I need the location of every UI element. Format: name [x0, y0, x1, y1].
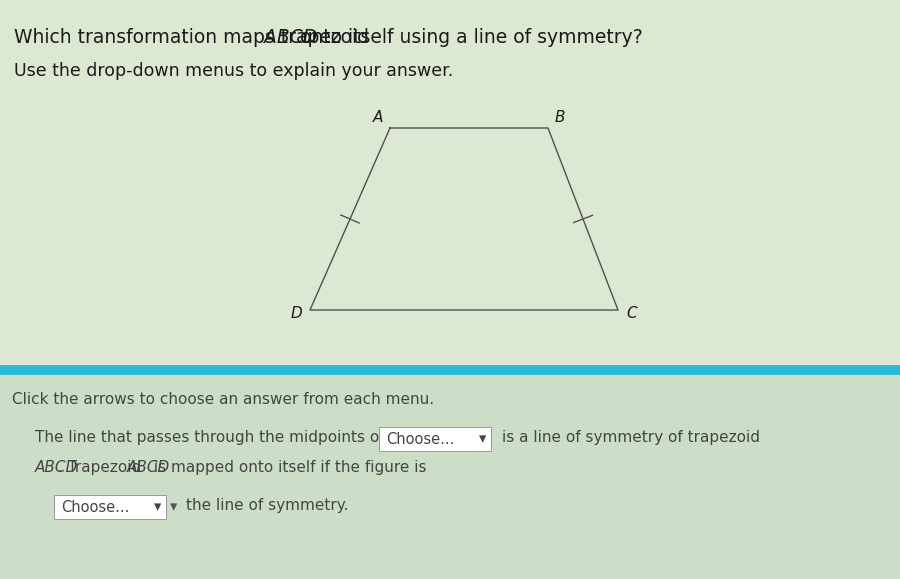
Text: ▾: ▾: [154, 500, 161, 515]
Text: D: D: [290, 306, 302, 321]
Text: Use the drop-down menus to explain your answer.: Use the drop-down menus to explain your …: [14, 62, 454, 80]
Text: Choose...: Choose...: [386, 431, 454, 446]
Text: A: A: [373, 111, 383, 126]
Text: ABCD: ABCD: [265, 28, 318, 47]
Text: Choose...: Choose...: [61, 500, 130, 515]
Text: ▾: ▾: [479, 431, 486, 446]
Text: the line of symmetry.: the line of symmetry.: [186, 498, 348, 513]
Text: is a line of symmetry of trapezoid: is a line of symmetry of trapezoid: [502, 430, 760, 445]
Text: ▾: ▾: [170, 500, 177, 515]
Text: Which transformation maps trapezoid: Which transformation maps trapezoid: [14, 28, 375, 47]
Text: The line that passes through the midpoints of: The line that passes through the midpoin…: [35, 430, 384, 445]
Text: . Trapezoid: . Trapezoid: [58, 460, 146, 475]
Text: ABCD: ABCD: [127, 460, 170, 475]
Text: onto itself using a line of symmetry?: onto itself using a line of symmetry?: [294, 28, 643, 47]
Text: ABCD: ABCD: [35, 460, 78, 475]
Text: is mapped onto itself if the figure is: is mapped onto itself if the figure is: [149, 460, 427, 475]
FancyBboxPatch shape: [379, 427, 491, 451]
Bar: [0, 370, 900, 579]
Bar: [0, 0, 900, 370]
Text: B: B: [554, 111, 565, 126]
Text: Click the arrows to choose an answer from each menu.: Click the arrows to choose an answer fro…: [12, 392, 434, 407]
Text: C: C: [626, 306, 637, 321]
FancyBboxPatch shape: [54, 495, 166, 519]
